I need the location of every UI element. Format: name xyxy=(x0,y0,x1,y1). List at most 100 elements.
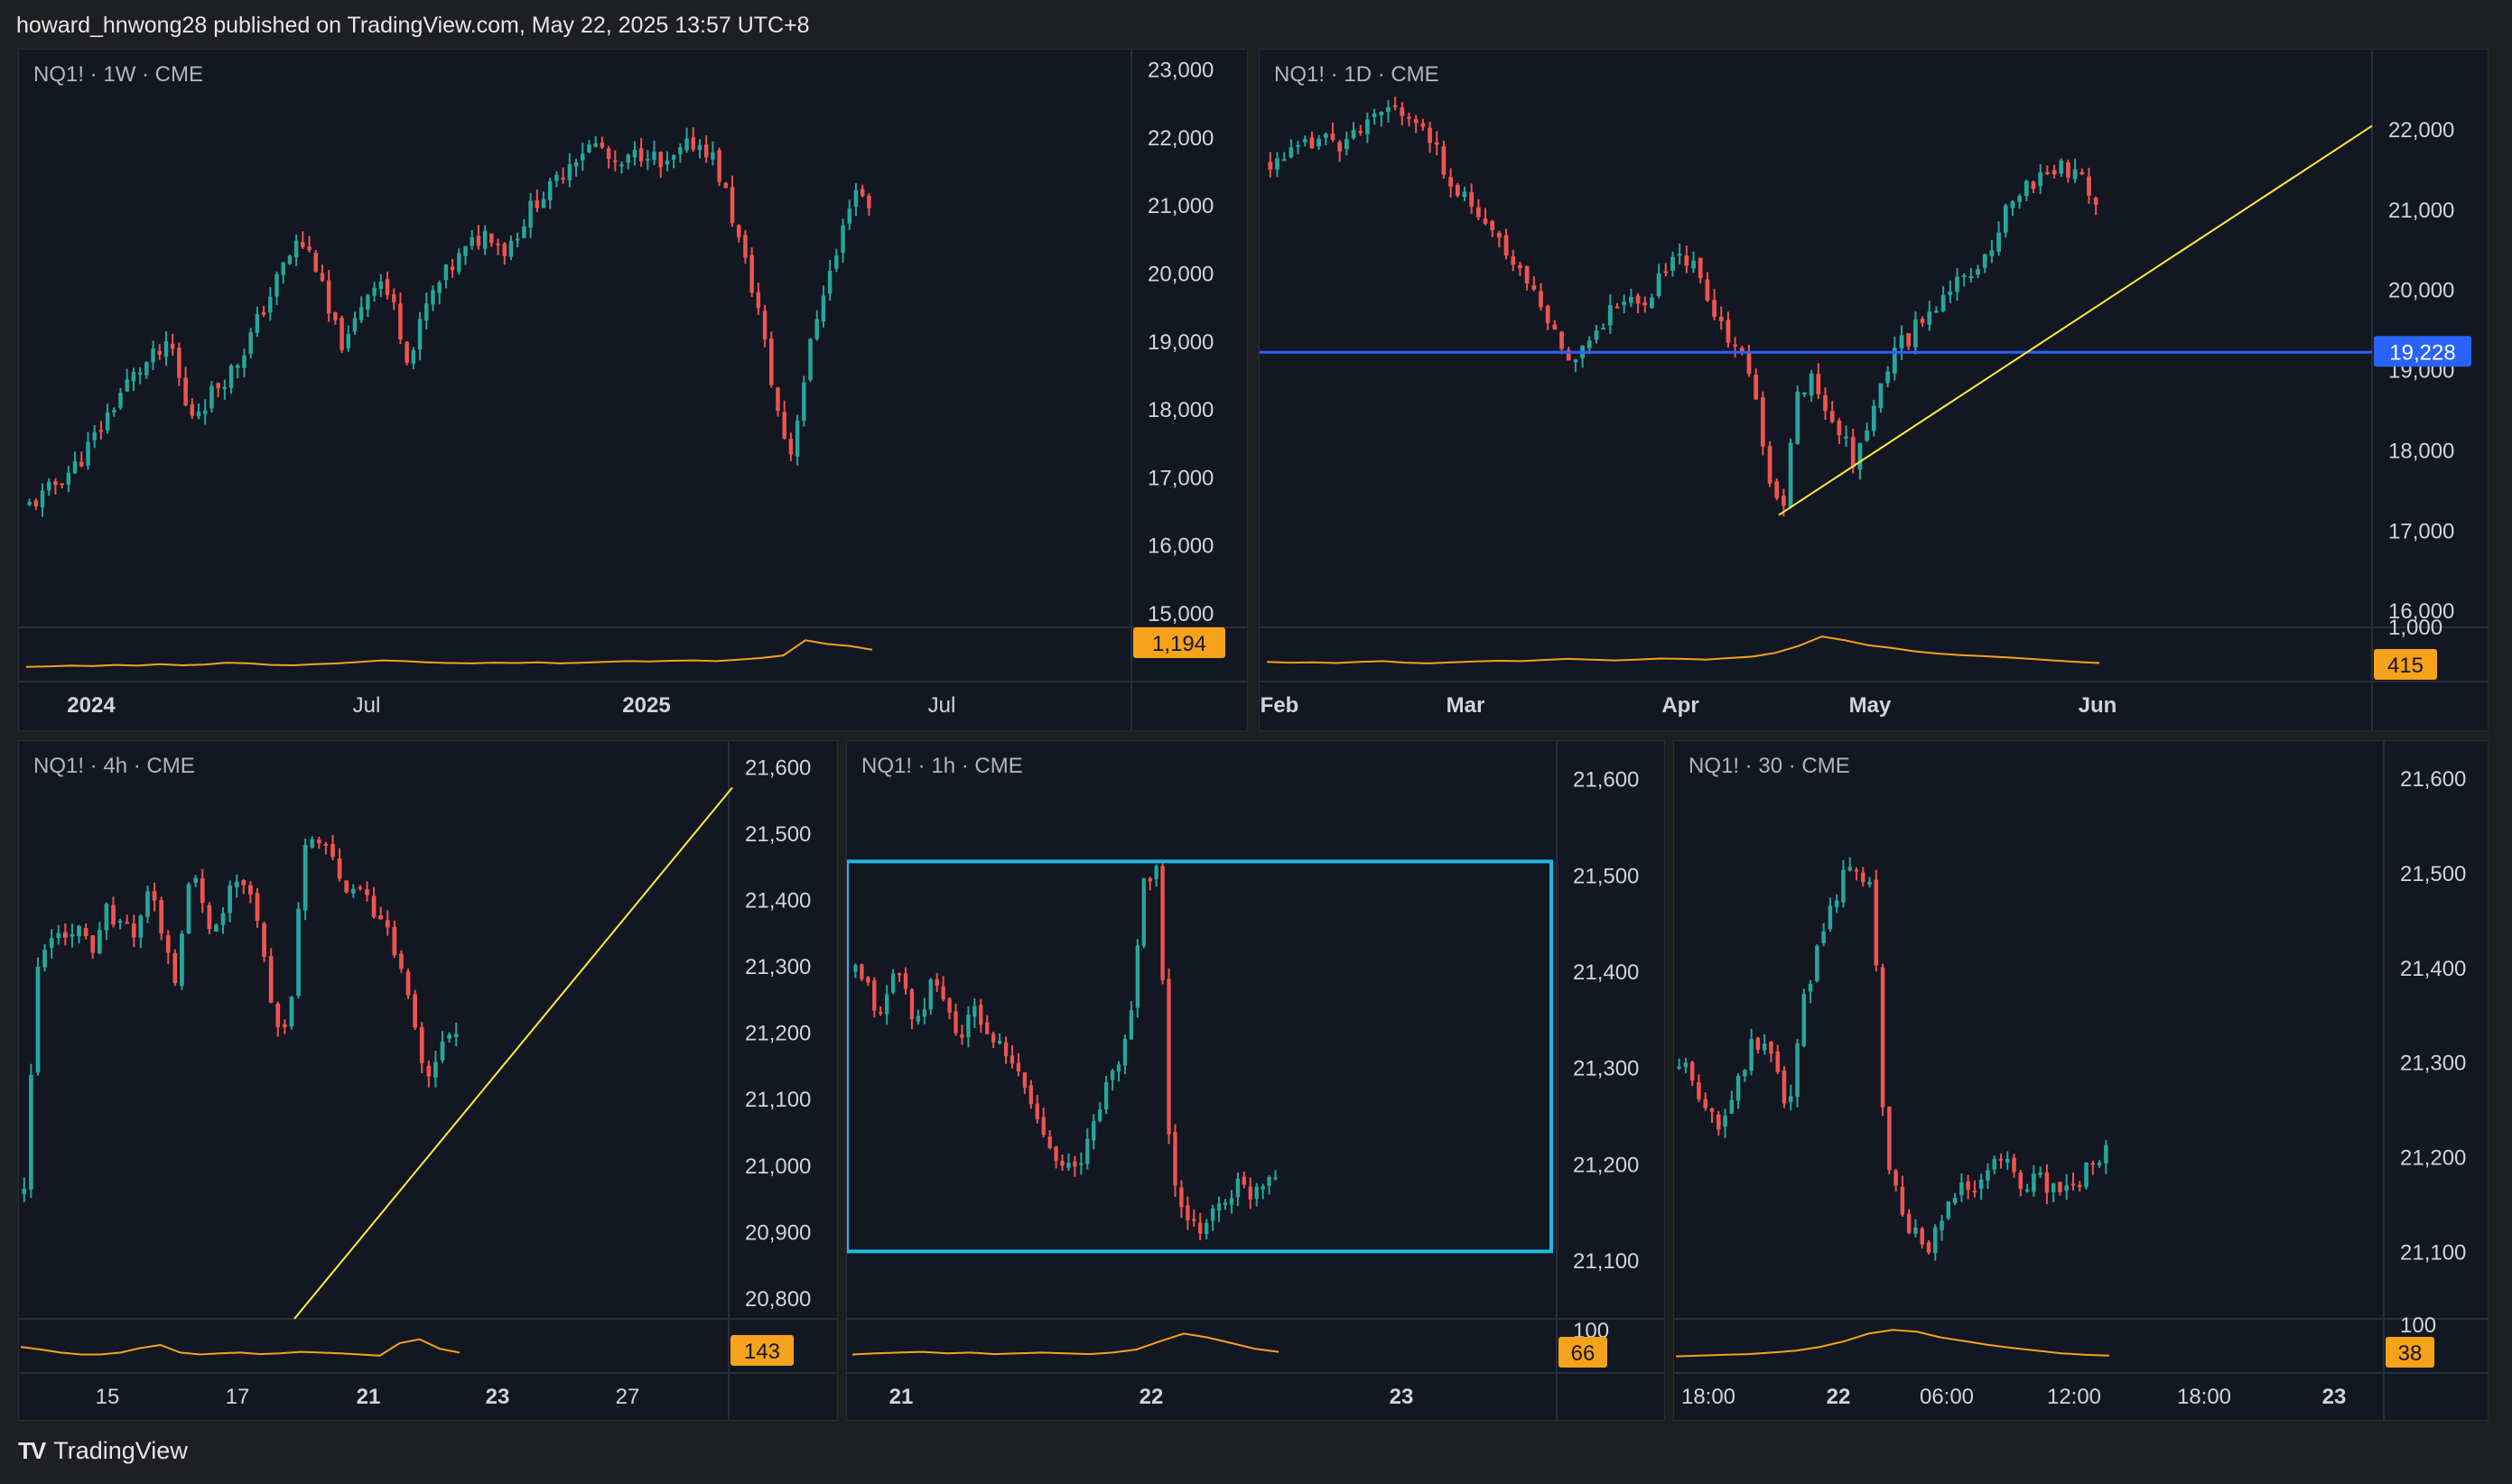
candle-body xyxy=(2064,1185,2069,1192)
chart-panel-1h[interactable]: 21,600 21,500 21,400 21,300 21,200 21,100 21 22… xyxy=(846,740,1665,1421)
candle-body xyxy=(1782,496,1786,506)
y-tick-label: 22,000 xyxy=(2388,118,2454,143)
candle-body xyxy=(2038,172,2043,187)
candle-body xyxy=(587,144,591,153)
candle xyxy=(1789,1084,1793,1111)
candle xyxy=(1098,1102,1102,1123)
chart-title: NQ1! · 4h · CME xyxy=(33,754,195,778)
candle xyxy=(1809,369,1814,403)
candle-body xyxy=(289,997,294,1027)
candle xyxy=(1372,108,1377,125)
candle xyxy=(46,478,51,496)
candle xyxy=(470,229,474,250)
candle xyxy=(966,1006,971,1048)
chart-panel-30m[interactable]: 21,600 21,500 21,400 21,300 21,200 21,100 18:0… xyxy=(1673,740,2489,1421)
candle-body xyxy=(1160,866,1165,980)
chart-panel-1w[interactable]: 23,000 22,000 21,000 20,000 19,000 18,000 17,0… xyxy=(18,49,1248,731)
candle-body xyxy=(997,1041,1002,1044)
candle xyxy=(1344,131,1349,156)
x-tick-label: Jul xyxy=(928,693,956,718)
candle-body xyxy=(671,155,676,160)
candle-body xyxy=(1141,877,1146,946)
candle-body xyxy=(241,879,247,886)
y-tick-label: 21,300 xyxy=(2400,1052,2466,1076)
x-tick-label: 18:00 xyxy=(1681,1385,1735,1409)
candle-body xyxy=(1261,1186,1265,1190)
chart-panel-4h[interactable]: 21,600 21,500 21,400 21,300 21,200 21,100 21,0… xyxy=(18,740,838,1421)
candle xyxy=(1268,152,1273,178)
tradingview-brand[interactable]: TV TradingView xyxy=(18,1437,188,1465)
y-tick-label: 21,100 xyxy=(1573,1249,1639,1274)
candle-body xyxy=(60,483,64,486)
candle-body xyxy=(547,181,553,200)
candle-body xyxy=(125,379,129,392)
candle xyxy=(922,997,926,1025)
candle xyxy=(1703,1092,1707,1111)
volume-badge-label: 38 xyxy=(2398,1341,2423,1366)
candle xyxy=(1874,869,1879,972)
candle-body xyxy=(378,915,384,920)
candle xyxy=(419,1021,424,1074)
candle-body xyxy=(1698,257,1703,279)
candle xyxy=(1940,286,1946,312)
chart-panel-1d[interactable]: 22,000 21,000 20,000 19,000 18,000 17,000 16,0… xyxy=(1259,49,2489,731)
candle xyxy=(228,880,232,923)
candle xyxy=(1490,219,1495,237)
candle-body xyxy=(1497,232,1502,238)
candle xyxy=(27,498,32,506)
candle-body xyxy=(172,952,178,984)
candle xyxy=(1154,864,1158,887)
candle xyxy=(1524,265,1530,291)
candle-body xyxy=(890,973,896,993)
candle-body xyxy=(1035,1103,1039,1119)
candle xyxy=(1296,141,1300,155)
candle xyxy=(743,229,748,264)
candle xyxy=(193,875,198,887)
candle-body xyxy=(83,928,88,937)
candle xyxy=(79,451,84,468)
candle xyxy=(1141,877,1146,949)
candle xyxy=(1754,368,1759,401)
candle-body xyxy=(1940,294,1946,311)
candle xyxy=(1795,385,1800,445)
candle-body xyxy=(1717,1114,1721,1130)
chart-title: NQ1! · 1D · CME xyxy=(1274,62,1439,87)
candle-body xyxy=(508,240,514,257)
candle-body xyxy=(463,246,468,256)
candle xyxy=(1906,1209,1912,1235)
candle-body xyxy=(658,152,663,168)
candle xyxy=(86,431,90,470)
candle xyxy=(2078,1181,2082,1192)
candle xyxy=(22,1177,27,1202)
candle-body xyxy=(1223,1202,1228,1206)
candle xyxy=(1607,294,1613,334)
y-tick-label: 21,400 xyxy=(2400,957,2466,981)
candle-body xyxy=(1268,162,1273,170)
candle-body xyxy=(118,393,123,408)
candle-body xyxy=(2032,1173,2036,1192)
candle-body xyxy=(1267,1176,1271,1186)
candle-body xyxy=(1821,931,1826,943)
candle-body xyxy=(417,319,423,350)
candle xyxy=(1684,246,1689,274)
candle xyxy=(261,306,266,318)
candle-body xyxy=(202,410,208,414)
candle xyxy=(528,192,533,238)
volume-badge xyxy=(730,1335,794,1366)
candle xyxy=(821,285,826,328)
candle xyxy=(63,923,68,946)
candle xyxy=(1691,251,1696,274)
candle xyxy=(49,929,54,959)
candle-body xyxy=(678,147,683,154)
candle xyxy=(255,887,260,928)
candle-body xyxy=(2010,201,2015,209)
candle xyxy=(1073,1155,1077,1177)
candle-body xyxy=(802,382,806,422)
candle xyxy=(1400,102,1405,125)
candle xyxy=(1552,320,1558,330)
candle-body xyxy=(1330,133,1335,140)
candle-body xyxy=(1192,1219,1196,1221)
candle xyxy=(1762,1034,1767,1055)
candle-body xyxy=(330,843,335,858)
candle xyxy=(1261,1183,1265,1200)
